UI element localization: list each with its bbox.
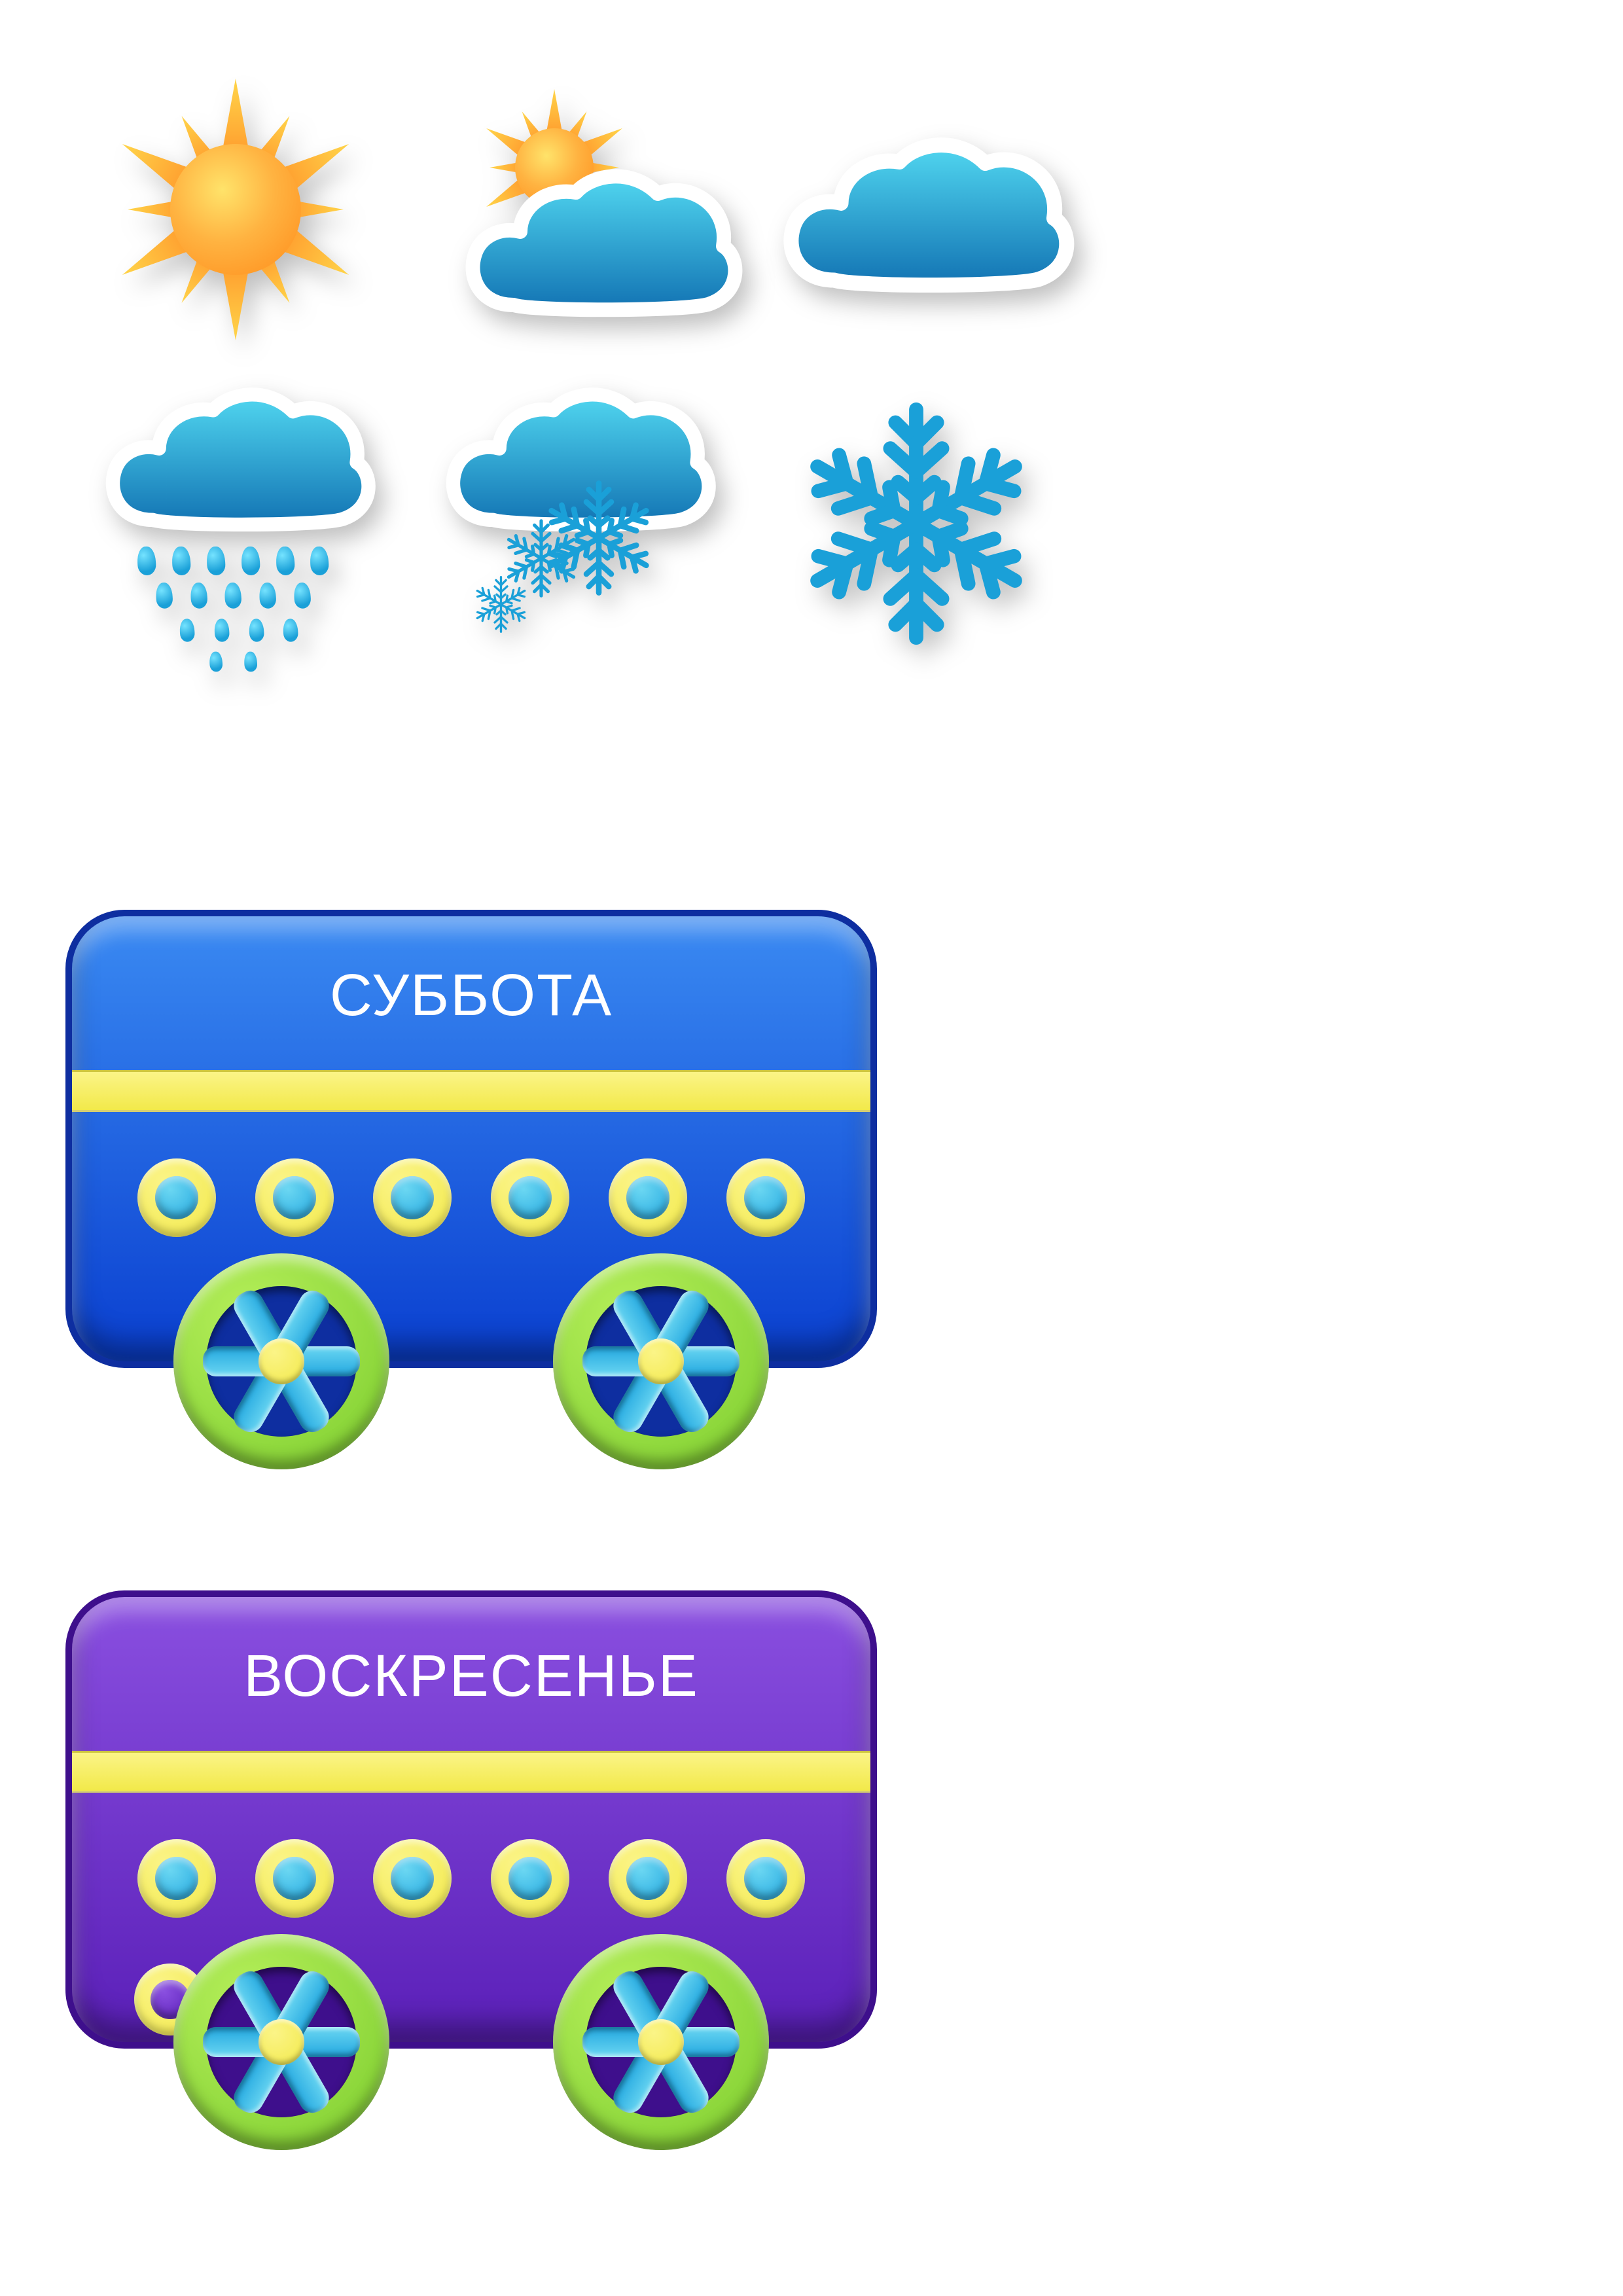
wagon-window [726, 1158, 805, 1237]
wagon-wheel [173, 1253, 389, 1469]
wagon-window [726, 1839, 805, 1918]
wagon-0: СУББОТА [65, 910, 903, 1487]
page-stage: СУББОТА ВОСКРЕСЕНЬЕ [0, 0, 1623, 2296]
weather-snowflake-icon [772, 380, 1060, 668]
wagon-window [373, 1839, 452, 1918]
weather-rain-icon [92, 380, 380, 668]
wagon-window [491, 1158, 569, 1237]
wagon-1: ВОСКРЕСЕНЬЕ [65, 1590, 903, 2168]
wagon-window [255, 1158, 334, 1237]
wagon-window [373, 1158, 452, 1237]
wagon-wheel [553, 1253, 769, 1469]
wagon-stripe [72, 1070, 870, 1112]
wagon-stripe [72, 1751, 870, 1793]
wagon-wheel [553, 1934, 769, 2150]
wagon-window [491, 1839, 569, 1918]
wagon-window [137, 1839, 216, 1918]
wagon-window [137, 1158, 216, 1237]
wagon-window [609, 1158, 687, 1237]
wagon-windows [72, 1839, 870, 1918]
wagon-windows [72, 1158, 870, 1237]
weather-snow_cloud-icon [432, 380, 720, 668]
weather-sunny-icon [92, 65, 380, 353]
weather-cloudy-icon [772, 65, 1060, 353]
wagon-window [255, 1839, 334, 1918]
wagon-label: ВОСКРЕСЕНЬЕ [72, 1643, 870, 1710]
weather-partly_cloudy-icon [432, 65, 720, 353]
wagon-label: СУББОТА [72, 962, 870, 1030]
wagon-wheel [173, 1934, 389, 2150]
wagon-window [609, 1839, 687, 1918]
